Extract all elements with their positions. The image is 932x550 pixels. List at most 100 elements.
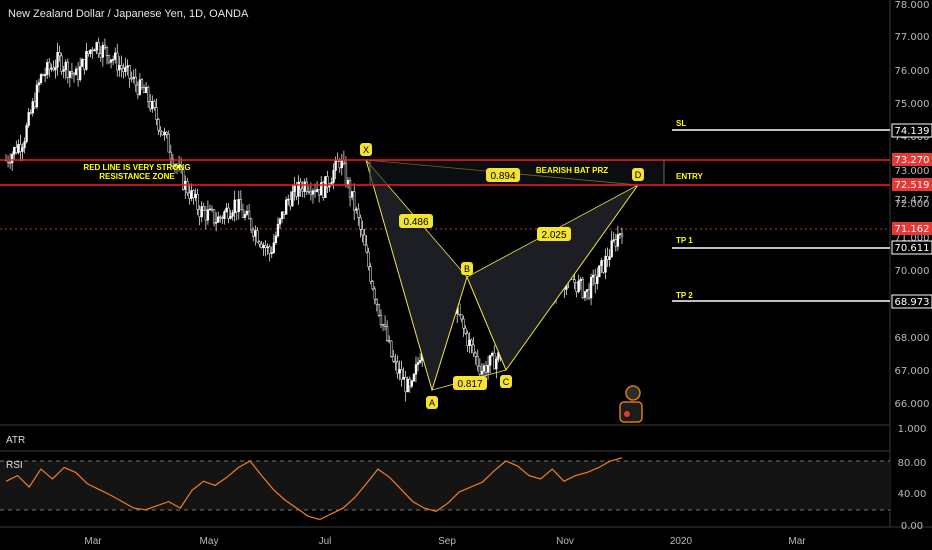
candle-body [101, 44, 104, 58]
candle-body [468, 339, 471, 346]
candle-body [136, 84, 140, 95]
resistance-note-line2: RESISTANCE ZONE [99, 172, 175, 181]
candle-body [383, 324, 387, 327]
candle-body [83, 59, 86, 70]
candle-body [272, 242, 275, 253]
candle-body [478, 365, 481, 375]
candle-body [237, 199, 240, 213]
candle-body [72, 72, 76, 76]
candle-body [600, 260, 603, 266]
candle-body [614, 239, 617, 247]
candle-body [608, 256, 611, 260]
candle-body [610, 240, 613, 258]
candle-body [577, 280, 580, 292]
candle-body [235, 199, 238, 213]
ratio-label-xd: 0.894 [486, 168, 520, 182]
candle-body [202, 206, 205, 211]
atr-axis-tick: 1.000 [898, 424, 927, 435]
candle-body [186, 181, 189, 194]
candle-body [39, 74, 43, 83]
candle-body [303, 181, 306, 192]
candle-body [250, 218, 253, 231]
resistance-upper-tag [892, 153, 932, 166]
candle-body [68, 71, 72, 78]
candle-body [474, 352, 477, 357]
candle-body [466, 332, 469, 346]
candle-body [161, 131, 164, 136]
idea-count-badge[interactable] [619, 401, 643, 423]
ratio-label-xb: 0.486 [399, 214, 433, 228]
candle-body [192, 190, 195, 198]
candle-body [173, 165, 177, 167]
candle-body [210, 208, 214, 211]
candle-body [33, 101, 36, 108]
candle-body [367, 251, 370, 268]
candle-body [122, 68, 125, 72]
candle-body [155, 107, 158, 120]
price-axis: 78.00077.00076.00075.00074.00073.00072.0… [895, 0, 930, 410]
candle-body [462, 318, 465, 329]
ratio-label-bd: 2.025 [537, 227, 571, 241]
candle-body [60, 55, 63, 72]
rsi-axis-tick-0: 0.00 [901, 521, 923, 532]
candle-body [114, 52, 117, 60]
candle-body [46, 62, 49, 75]
sl-price-tag [891, 123, 932, 138]
candle-body [396, 361, 399, 374]
candle-body [371, 281, 374, 290]
candle-body [229, 216, 232, 219]
candle-body [369, 266, 372, 282]
candle-body [598, 265, 601, 278]
resistance-upper-text: 73.270 [895, 155, 930, 166]
candle-body [97, 42, 100, 54]
candle-body [493, 352, 496, 370]
time-axis: Mar May Jul Sep Nov 2020 Mar [84, 536, 806, 547]
candle-body [54, 67, 57, 71]
candle-body [313, 190, 317, 192]
candle-body [305, 181, 308, 192]
candle-body [589, 277, 593, 299]
candle-body [324, 176, 327, 199]
price-tick-label: 67.000 [895, 366, 930, 377]
candle-body [252, 229, 255, 237]
candle-body [107, 55, 111, 63]
candle-body [373, 288, 376, 300]
candle-body [616, 234, 620, 247]
candle-body [400, 369, 403, 380]
candle-body [206, 209, 210, 221]
ratio-xb-text: 0.486 [403, 217, 428, 228]
candle-body [50, 67, 53, 70]
candle-body [402, 376, 405, 380]
candle-body [93, 49, 96, 52]
candle-body [89, 49, 92, 54]
candle-body [239, 199, 243, 211]
candle-body [190, 190, 193, 199]
candle-body [64, 61, 67, 71]
candle-body [301, 188, 304, 192]
candle-body [194, 194, 197, 198]
candle-body [221, 217, 224, 219]
bat-prz-label: BEARISH BAT PRZ [536, 166, 608, 175]
candle-body [13, 147, 16, 155]
candle-body [138, 79, 142, 95]
tp1-price-text: 70.611 [895, 243, 930, 254]
candle-body [410, 380, 414, 387]
idea-avatar-icon[interactable] [625, 385, 641, 401]
candle-body [581, 278, 585, 298]
candle-body [365, 244, 368, 253]
candle-body [604, 255, 607, 273]
candle-body [270, 252, 273, 254]
candle-body [243, 214, 247, 218]
candle-body [460, 314, 463, 320]
candle-body [583, 291, 587, 298]
price-tick-label: 72.000 [895, 199, 930, 210]
candle-body [297, 181, 300, 197]
rsi-panel-label: RSI [6, 460, 23, 471]
candle-body [62, 69, 65, 72]
point-a-label: A [429, 398, 435, 408]
resistance-note-line1: RED LINE IS VERY STRONG [83, 163, 190, 172]
candle-body [606, 255, 609, 260]
candle-body [318, 189, 321, 196]
candle-body [390, 340, 393, 357]
